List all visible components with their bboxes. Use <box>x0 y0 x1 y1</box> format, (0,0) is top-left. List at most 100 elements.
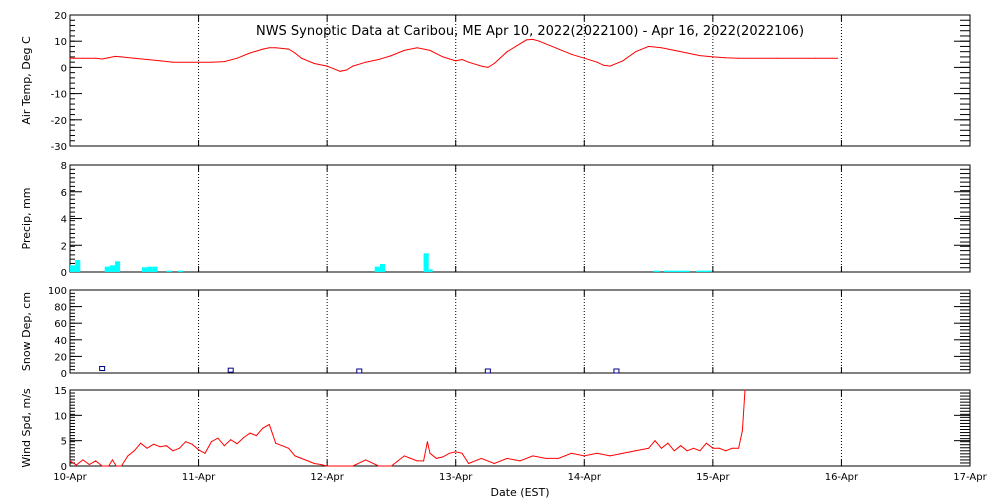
air-temp-point <box>545 43 547 45</box>
wind-speed-point <box>545 457 547 459</box>
air-temp-point <box>294 52 296 54</box>
y-tick-label: 5 <box>61 437 67 448</box>
air-temp-point <box>339 70 341 72</box>
wind-speed-point <box>165 445 167 447</box>
wind-speed-point <box>532 455 534 457</box>
wind-speed-point <box>300 457 302 459</box>
wind-speed-point <box>648 447 650 449</box>
y-tick-label: 20 <box>54 11 67 22</box>
air-temp-point <box>815 57 817 59</box>
wind-speed-point <box>468 462 470 464</box>
air-temp-point <box>493 62 495 64</box>
air-temp-point <box>583 57 585 59</box>
wind-speed-point <box>313 462 315 464</box>
air-temp-point <box>837 57 839 59</box>
air-temp-point <box>480 65 482 67</box>
wind-speed-point <box>744 389 746 391</box>
wind-speed-point <box>480 457 482 459</box>
snow-depth-marker <box>99 366 106 372</box>
x-tick-label: 10-Apr <box>53 472 87 483</box>
wind-speed-point <box>133 450 135 452</box>
precip-bar <box>104 266 110 272</box>
wind-speed-point <box>423 460 425 462</box>
wind-speed-point <box>570 452 572 454</box>
air-temp-point <box>333 68 335 70</box>
air-temp-point <box>198 61 200 63</box>
x-tick-label: 17-Apr <box>953 472 987 483</box>
air-temp-point <box>673 49 675 51</box>
wind-speed-point <box>275 442 277 444</box>
air-temp-point <box>558 48 560 50</box>
precip-bar <box>423 253 429 272</box>
wind-speed-point <box>448 452 450 454</box>
y-tick-label: 6 <box>61 188 67 199</box>
air-temp-point <box>468 61 470 63</box>
wind-speed-point <box>429 452 431 454</box>
air-temp-point <box>776 57 778 59</box>
wind-speed-point <box>731 447 733 449</box>
wind-speed-point <box>69 460 71 462</box>
y-axis-label: Air Temp, Deg C <box>20 36 33 125</box>
air-temp-point <box>352 65 354 67</box>
wind-speed-point <box>654 440 656 442</box>
wind-speed-point <box>725 450 727 452</box>
x-tick-label: 15-Apr <box>696 472 730 483</box>
air-temp-series-line <box>70 38 838 72</box>
air-temp-point <box>133 57 135 59</box>
y-axis-label: Snow Dep, cm <box>20 292 33 371</box>
air-temp-point <box>686 52 688 54</box>
air-temp-point <box>120 56 122 58</box>
precip-bar <box>379 263 385 272</box>
air-temp-point <box>596 61 598 63</box>
air-temp-point <box>159 60 161 62</box>
wind-speed-point <box>712 447 714 449</box>
wind-speed-point <box>204 452 206 454</box>
air-temp-point <box>538 40 540 42</box>
y-tick-label: 20 <box>54 352 67 363</box>
wind-speed-point <box>172 450 174 452</box>
y-tick-label: 100 <box>48 286 67 297</box>
air-temp-point <box>506 51 508 53</box>
air-temp-point <box>712 56 714 58</box>
y-tick-label: 4 <box>61 215 67 226</box>
wind-speed-point <box>243 437 245 439</box>
wind-speed-point <box>268 423 270 425</box>
air-temp-point <box>114 55 116 57</box>
panel-frame <box>69 289 971 374</box>
wind-speed-point <box>506 457 508 459</box>
air-temp-point <box>326 65 328 67</box>
wind-speed-point <box>307 460 309 462</box>
wind-speed-point <box>339 465 341 467</box>
wind-speed-point <box>82 459 84 461</box>
wind-speed-point <box>146 447 148 449</box>
wind-speed-point <box>378 465 380 467</box>
x-tick-label: 11-Apr <box>182 472 216 483</box>
snow-depth-marker <box>484 368 491 374</box>
air-temp-point <box>725 57 727 59</box>
wind-speed-point <box>153 443 155 445</box>
wind-speed-point <box>75 464 77 466</box>
panel-air-temp: 20 10 0 -10 -20 -30 Air Temp, Deg C NWS Synopti… <box>20 11 971 153</box>
x-tick-label: 13-Apr <box>439 472 473 483</box>
panel-precip: 8 6 4 2 0 Precip, mm <box>20 161 971 279</box>
precip-bar <box>142 267 148 272</box>
wind-speed-point <box>320 463 322 465</box>
precip-bar <box>70 265 76 272</box>
precip-bar <box>75 259 81 272</box>
panel-frame <box>69 14 971 147</box>
air-temp-point <box>223 61 225 63</box>
air-temp-point <box>365 61 367 63</box>
air-temp-point <box>455 60 457 62</box>
wind-speed-point <box>455 451 457 453</box>
air-temp-point <box>300 57 302 59</box>
wind-speed-series-line <box>69 389 746 467</box>
wind-speed-point <box>680 445 682 447</box>
y-tick-label: 60 <box>54 319 67 330</box>
wind-speed-point <box>693 447 695 449</box>
air-temp-point <box>69 57 71 59</box>
wind-speed-point <box>101 465 103 467</box>
y-tick-label: 15 <box>54 386 67 397</box>
wind-speed-point <box>230 439 232 441</box>
wind-speed-point <box>426 441 428 443</box>
wind-speed-point <box>262 427 264 429</box>
